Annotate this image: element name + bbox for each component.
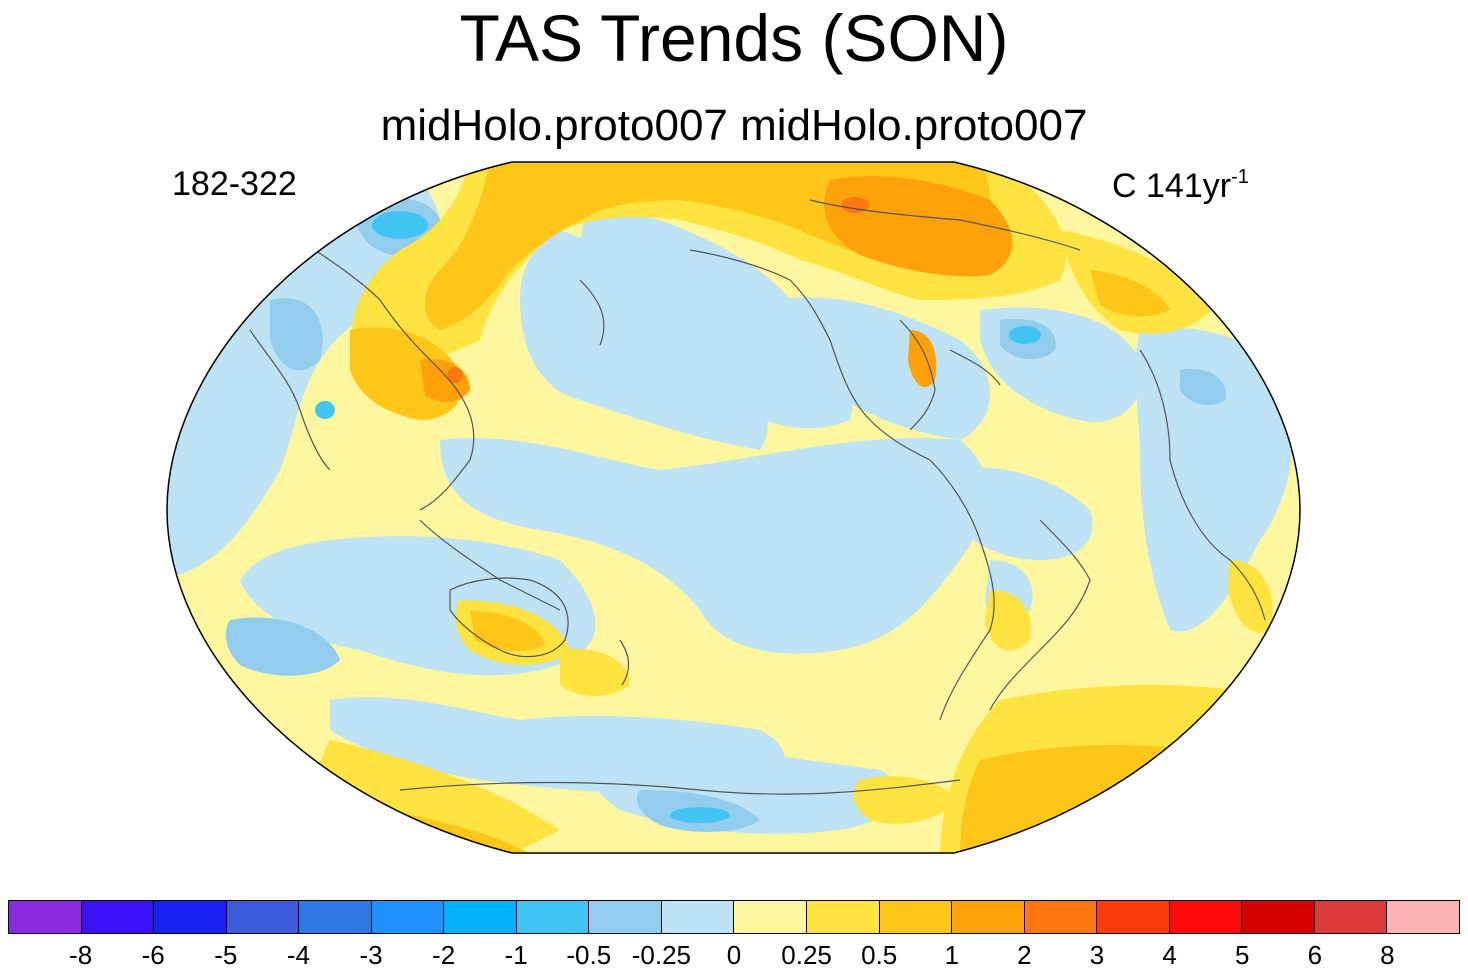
color-scale-tick-label: 8 [1380,940,1395,970]
color-scale-cell [879,901,953,933]
color-scale-cell [226,901,300,933]
coastlines [249,199,1266,795]
color-scale-cell [81,901,155,933]
units-text: C 141yr [1112,167,1232,205]
color-scale-cell [1242,901,1315,933]
color-scale-cell [952,901,1025,933]
cool-regions-light [167,180,1294,834]
units-label: C 141yr-1 [1112,157,1249,206]
color-scale-tick-label: -2 [432,940,456,970]
color-scale-cell [1387,901,1459,933]
cool-regions-strong [315,211,1041,823]
color-scale-tick-label: -6 [141,940,165,970]
map-title: TAS Trends (SON) [459,1,1009,75]
color-scale-tick-label: -5 [214,940,238,970]
color-scale-cell [1169,901,1243,933]
color-scale-tick-label: -8 [69,940,93,970]
color-scale-bar [8,900,1460,934]
color-scale-cell [807,901,880,933]
color-scale-cell [734,901,808,933]
color-scale-labels: -8 -6 -5 -4 -3 -2 -1 -0.5 -0.25 0 0.25 0.5 1 2 3 4 5 6 8 [8,938,1460,972]
color-scale-tick-label: 4 [1162,940,1177,970]
color-scale-cell [371,901,445,933]
color-scale-tick-label: -3 [359,940,383,970]
units-superscript: -1 [1231,166,1249,188]
color-scale-cell [1314,901,1388,933]
color-scale-cell [516,901,590,933]
color-scale-tick-label: 0.5 [861,940,898,970]
color-scale-cell [154,901,227,933]
globe-outline [166,161,1301,854]
color-scale-cell [299,901,372,933]
color-scale-cell [589,901,662,933]
map-subtitle: midHolo.proto007 midHolo.proto007 [380,101,1088,150]
color-scale-tick-label: -4 [286,940,310,970]
color-scale-tick-label: 0.25 [781,940,832,970]
color-scale-tick-label: 5 [1234,940,1250,970]
color-scale-tick-label: -0.25 [631,940,692,970]
color-scale-tick-label: 3 [1089,940,1105,970]
color-scale-tick-label: 0 [726,940,742,970]
color-scale-tick-label: 6 [1307,940,1323,970]
color-scale-cell [661,901,735,933]
color-scale-tick-label: -1 [504,940,528,970]
year-range-label: 182-322 [172,165,297,203]
color-scale-cell [1024,901,1098,933]
color-scale-tick-label: -0.5 [566,940,612,970]
color-scale-cell [9,901,82,933]
color-scale-cell [444,901,517,933]
warm-regions-strongest [447,197,869,383]
color-scale-tick-label: 2 [1017,940,1032,970]
color-scale-cell [1097,901,1170,933]
color-scale-tick-label: 1 [944,940,960,970]
